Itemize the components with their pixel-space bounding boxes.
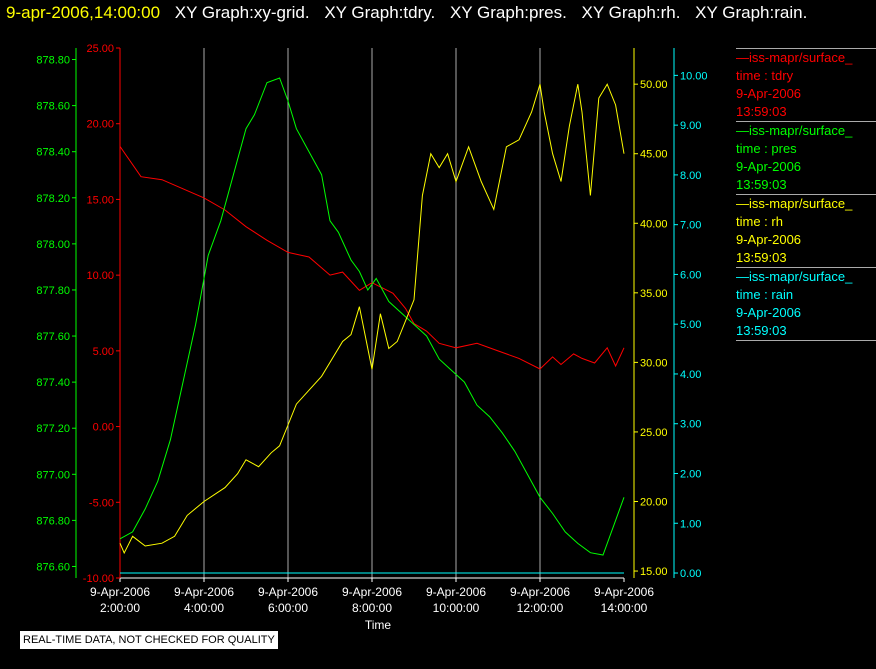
legend-entry-tdry: —iss-mapr/surface_ time : tdry 9-Apr-200… — [736, 48, 876, 121]
legend-source: —iss-mapr/surface_ — [736, 196, 853, 211]
pres-tick-label: 878.60 — [36, 101, 70, 113]
pres-tick-label: 878.20 — [36, 193, 70, 205]
legend-entry-pres: —iss-mapr/surface_ time : pres 9-Apr-200… — [736, 121, 876, 194]
legend-time: 13:59:03 — [736, 104, 787, 119]
x-tick-label-time: 8:00:00 — [352, 601, 392, 615]
pres-tick-label: 877.40 — [36, 377, 70, 389]
rh-tick-label: 20.00 — [640, 496, 668, 508]
legend-date: 9-Apr-2006 — [736, 305, 802, 320]
legend-variable: time : tdry — [736, 68, 794, 83]
title-timestamp: 9-apr-2006,14:00:00 — [6, 3, 161, 22]
tdry-tick-label: 10.00 — [86, 270, 114, 282]
x-tick-label-date: 9-Apr-2006 — [174, 585, 234, 599]
x-axis-title: Time — [365, 618, 392, 632]
rain-tick-label: 6.00 — [680, 269, 701, 281]
x-tick-label-time: 2:00:00 — [100, 601, 140, 615]
x-tick-label-date: 9-Apr-2006 — [510, 585, 570, 599]
rh-series-line — [119, 83, 625, 555]
legend-date: 9-Apr-2006 — [736, 86, 802, 101]
pres-tick-label: 877.60 — [36, 331, 70, 343]
rh-tick-label: 50.00 — [640, 79, 668, 91]
pres-tick-label: 877.20 — [36, 423, 70, 435]
series-layer — [119, 77, 625, 574]
legend-variable: time : pres — [736, 141, 797, 156]
pres-tick-label: 878.40 — [36, 147, 70, 159]
legend-date: 9-Apr-2006 — [736, 159, 802, 174]
grid-layer — [203, 48, 541, 578]
legend-time: 13:59:03 — [736, 323, 787, 338]
rain-tick-label: 0.00 — [680, 568, 701, 580]
x-tick-label-time: 10:00:00 — [433, 601, 480, 615]
legend-entry-rh: —iss-mapr/surface_ time : rh 9-Apr-2006 … — [736, 194, 876, 267]
legend: —iss-mapr/surface_ time : tdry 9-Apr-200… — [736, 48, 876, 341]
x-tick-label-date: 9-Apr-2006 — [258, 585, 318, 599]
x-tick-label-time: 12:00:00 — [517, 601, 564, 615]
legend-time: 13:59:03 — [736, 250, 787, 265]
rh-tick-label: 40.00 — [640, 218, 668, 230]
x-tick-label-date: 9-Apr-2006 — [594, 585, 654, 599]
rain-tick-label: 5.00 — [680, 319, 701, 331]
legend-entry-rain: —iss-mapr/surface_ time : rain 9-Apr-200… — [736, 267, 876, 341]
rain-tick-label: 9.00 — [680, 120, 701, 132]
legend-time: 13:59:03 — [736, 177, 787, 192]
tdry-series-line — [119, 146, 625, 370]
rain-tick-label: 2.00 — [680, 468, 701, 480]
x-tick-label-date: 9-Apr-2006 — [426, 585, 486, 599]
tdry-tick-label: -10.00 — [83, 573, 114, 585]
quality-disclaimer: REAL-TIME DATA, NOT CHECKED FOR QUALITY — [20, 631, 278, 649]
pres-tick-label: 878.80 — [36, 55, 70, 67]
graph-name-tdry: XY Graph:tdry. — [324, 3, 436, 22]
x-tick-label-time: 6:00:00 — [268, 601, 308, 615]
rain-tick-label: 3.00 — [680, 419, 701, 431]
pres-tick-label: 878.00 — [36, 239, 70, 251]
pres-tick-label: 876.60 — [36, 561, 70, 573]
rh-tick-label: 30.00 — [640, 357, 668, 369]
rh-tick-label: 15.00 — [640, 566, 668, 578]
legend-date: 9-Apr-2006 — [736, 232, 802, 247]
x-tick-label-time: 14:00:00 — [601, 601, 648, 615]
rh-tick-label: 25.00 — [640, 427, 668, 439]
rain-tick-label: 1.00 — [680, 518, 701, 530]
tdry-tick-label: -5.00 — [89, 497, 114, 509]
pres-tick-label: 877.00 — [36, 469, 70, 481]
tdry-tick-label: 5.00 — [93, 346, 114, 358]
legend-source: —iss-mapr/surface_ — [736, 50, 853, 65]
graph-name-xy-grid: XY Graph:xy-grid. — [174, 3, 310, 22]
x-tick-label-time: 4:00:00 — [184, 601, 224, 615]
x-tick-label-date: 9-Apr-2006 — [342, 585, 402, 599]
tdry-tick-label: 15.00 — [86, 194, 114, 206]
graph-name-rh: XY Graph:rh. — [581, 3, 681, 22]
legend-source: —iss-mapr/surface_ — [736, 123, 853, 138]
rain-tick-label: 7.00 — [680, 220, 701, 232]
tdry-tick-label: 20.00 — [86, 119, 114, 131]
pres-series-line — [119, 77, 625, 556]
legend-source: —iss-mapr/surface_ — [736, 269, 853, 284]
rh-tick-label: 35.00 — [640, 288, 668, 300]
pres-tick-label: 877.80 — [36, 285, 70, 297]
axes-layer: 9-Apr-2006 2:00:00 9-Apr-2006 4:00:00 9-Apr-… — [36, 43, 707, 615]
legend-variable: time : rain — [736, 287, 794, 302]
rh-tick-label: 45.00 — [640, 149, 668, 161]
tdry-tick-label: 0.00 — [93, 422, 114, 434]
x-tick-label-date: 9-Apr-2006 — [90, 585, 150, 599]
tdry-tick-label: 25.00 — [86, 43, 114, 55]
legend-variable: time : rh — [736, 214, 783, 229]
title-bar: 9-apr-2006,14:00:00 XY Graph:xy-grid. XY… — [6, 2, 807, 24]
pres-tick-label: 876.80 — [36, 515, 70, 527]
rain-tick-label: 10.00 — [680, 70, 708, 82]
graph-name-rain: XY Graph:rain. — [695, 3, 808, 22]
rain-tick-label: 8.00 — [680, 170, 701, 182]
graph-name-pres: XY Graph:pres. — [449, 3, 567, 22]
rain-tick-label: 4.00 — [680, 369, 701, 381]
